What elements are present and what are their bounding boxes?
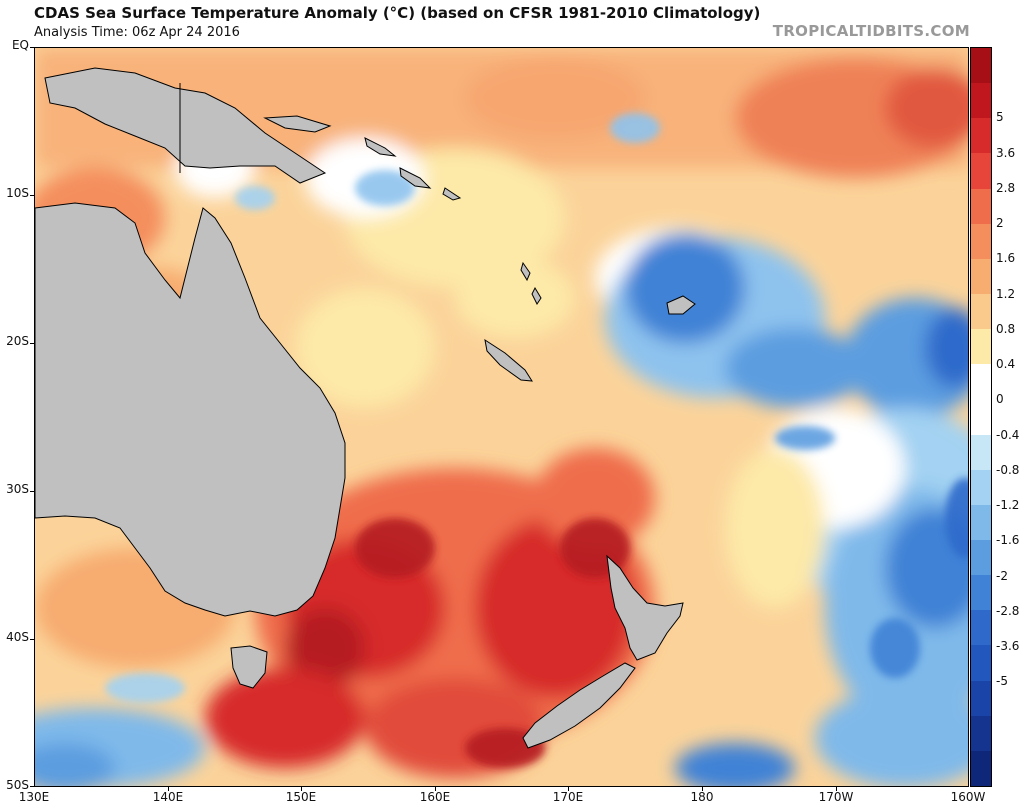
colorbar-segment	[971, 750, 991, 786]
colorbar-segment	[971, 83, 991, 119]
credit-label: TROPICALTIDBITS.COM	[772, 22, 970, 40]
lon-label-5: 180	[690, 790, 714, 804]
tasmania	[230, 645, 268, 689]
lat-label-5: 50S	[6, 778, 29, 792]
lon-tick	[168, 787, 169, 791]
solomon-islands-a	[364, 137, 397, 157]
colorbar-segment	[971, 364, 991, 400]
colorbar-segment	[971, 504, 991, 540]
colorbar-segment	[971, 715, 991, 751]
colorbar-label: -1.6	[996, 533, 1020, 548]
colorbar-segment	[971, 153, 991, 189]
colorbar-segment	[971, 539, 991, 576]
colorbar-label: 1.6	[996, 251, 1016, 266]
colorbar-segment	[971, 399, 991, 435]
map-canvas	[35, 48, 968, 786]
colorbar-label: 0	[996, 392, 1004, 407]
lat-label-2: 20S	[6, 334, 29, 348]
solomon-islands-b	[399, 167, 432, 189]
nz-north-island	[606, 554, 684, 661]
lat-label-1: 10S	[6, 186, 29, 200]
colorbar-label: 0.8	[996, 321, 1016, 336]
colorbar	[970, 47, 992, 787]
lon-tick	[836, 787, 837, 791]
vanuatu-a	[520, 261, 531, 282]
lon-label-4: 170E	[552, 790, 584, 804]
colorbar-label: -1.2	[996, 498, 1020, 513]
lon-label-0: 130E	[18, 790, 50, 804]
lat-tick	[30, 639, 34, 640]
vanuatu-b	[531, 286, 542, 305]
colorbar-label: -0.8	[996, 462, 1020, 477]
lat-label-3: 30S	[6, 482, 29, 496]
colorbar-label: -3.6	[996, 639, 1020, 654]
new-caledonia	[484, 338, 533, 382]
fiji	[666, 295, 696, 315]
colorbar-segment	[971, 223, 991, 259]
colorbar-label: 5	[996, 110, 1004, 125]
lat-tick	[30, 47, 34, 48]
lon-label-6: 170W	[818, 790, 854, 804]
lat-tick	[30, 491, 34, 492]
colorbar-label: 2.8	[996, 180, 1016, 195]
lat-tick	[30, 786, 34, 787]
colorbar-label: 0.4	[996, 357, 1016, 372]
sst-anomaly-map	[34, 47, 969, 787]
colorbar-segment	[971, 48, 991, 84]
lon-label-7: 160W	[950, 790, 986, 804]
lon-label-2: 150E	[285, 790, 317, 804]
lon-tick	[301, 787, 302, 791]
solomon-islands-c	[442, 187, 462, 201]
lon-tick	[702, 787, 703, 791]
land-masses	[35, 67, 696, 749]
lon-tick	[568, 787, 569, 791]
new-britain	[263, 115, 332, 133]
lat-tick	[30, 343, 34, 344]
colorbar-segment	[971, 188, 991, 224]
lon-label-1: 140E	[152, 790, 184, 804]
colorbar-label: 3.6	[996, 145, 1016, 160]
colorbar-label: 1.2	[996, 286, 1016, 301]
colorbar-segment	[971, 680, 991, 716]
colorbar-segment	[971, 293, 991, 330]
colorbar-segment	[971, 118, 991, 154]
colorbar-segment	[971, 329, 991, 365]
colorbar-segment	[971, 469, 991, 505]
australia	[35, 202, 346, 617]
lon-label-3: 160E	[419, 790, 451, 804]
lon-tick	[435, 787, 436, 791]
colorbar-segment	[971, 258, 991, 294]
colorbar-label: 2	[996, 216, 1004, 231]
colorbar-segment	[971, 645, 991, 681]
anomaly-detail	[105, 113, 968, 768]
lat-label-0: EQ	[11, 38, 29, 52]
colorbar-label: -2	[996, 568, 1008, 583]
map-title: CDAS Sea Surface Temperature Anomaly (°C…	[34, 4, 761, 22]
nz-south-island	[522, 662, 636, 749]
colorbar-label: -0.4	[996, 427, 1020, 442]
colorbar-segment	[971, 434, 991, 470]
colorbar-segment	[971, 610, 991, 646]
lat-tick	[30, 195, 34, 196]
colorbar-label: -5	[996, 674, 1008, 689]
colorbar-segment	[971, 575, 991, 611]
colorbar-label: -2.8	[996, 603, 1020, 618]
anomaly-field	[35, 48, 968, 786]
lat-label-4: 40S	[6, 630, 29, 644]
analysis-time: Analysis Time: 06z Apr 24 2016	[34, 25, 240, 40]
